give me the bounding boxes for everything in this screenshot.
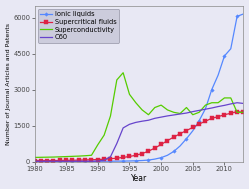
X-axis label: Year: Year	[131, 174, 147, 184]
Y-axis label: Number of Journal Articles and Patents: Number of Journal Articles and Patents	[5, 22, 10, 145]
Legend: Ionic liquids, Supercritical fluids, Superconductivity, C60: Ionic liquids, Supercritical fluids, Sup…	[38, 9, 119, 43]
